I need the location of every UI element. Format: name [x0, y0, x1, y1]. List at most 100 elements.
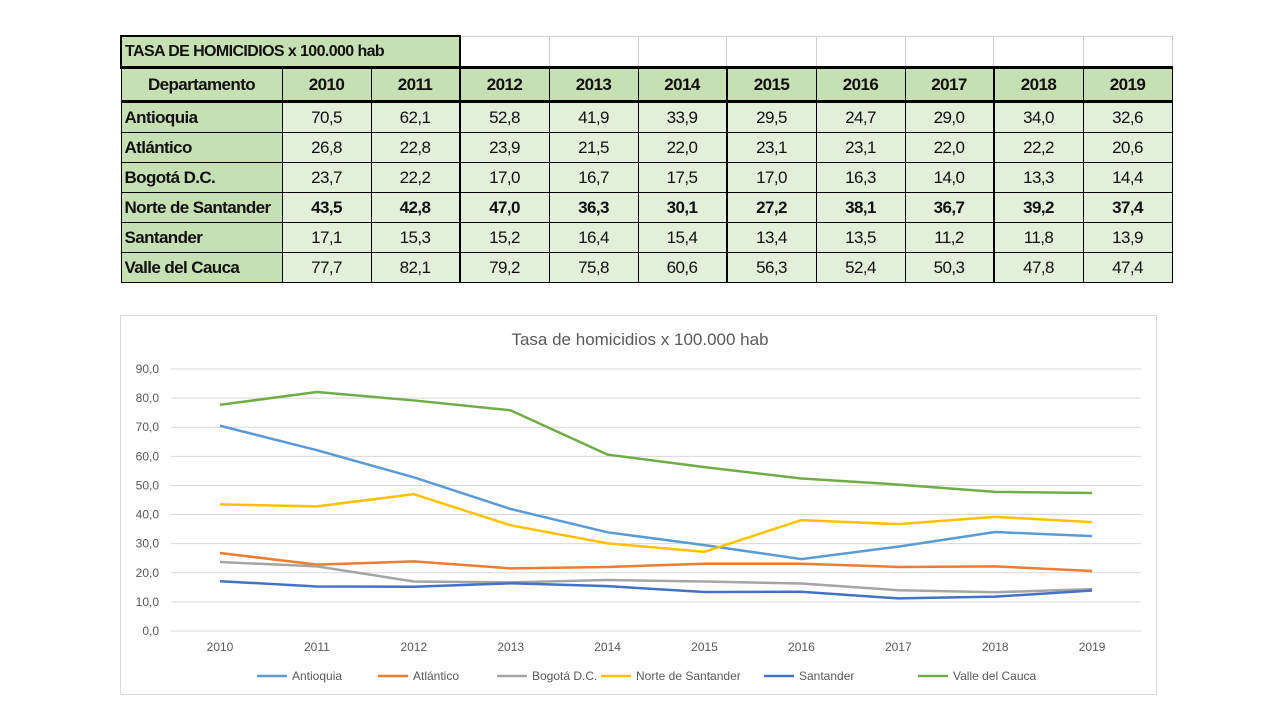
legend-item: Bogotá D.C. — [497, 669, 597, 683]
x-tick-label: 2013 — [497, 640, 524, 654]
rate-cell: 38,1 — [815, 192, 906, 223]
legend-label: Atlántico — [413, 669, 459, 683]
rate-cell: 16,4 — [548, 222, 639, 253]
rate-cell: 70,5 — [281, 101, 372, 133]
rate-cell: 14,4 — [1082, 162, 1173, 193]
legend-label: Valle del Cauca — [953, 669, 1036, 683]
rate-cell: 29,0 — [904, 101, 994, 133]
rate-cell: 24,7 — [815, 101, 906, 133]
rate-cell: 27,2 — [725, 192, 817, 223]
table-header-row: Departamento 2010 2011 2012 2013 2014 2015 2016… — [120, 66, 1173, 103]
rate-cell: 32,6 — [1082, 101, 1173, 133]
rate-cell: 17,0 — [458, 162, 550, 193]
rate-cell: 62,1 — [370, 101, 460, 133]
rate-cell: 13,9 — [1082, 222, 1173, 253]
rate-cell: 77,7 — [281, 252, 372, 283]
rate-cell: 22,0 — [637, 132, 727, 163]
x-tick-label: 2014 — [594, 640, 621, 654]
rate-cell: 15,4 — [637, 222, 727, 253]
y-tick-label: 60,0 — [136, 449, 160, 463]
table-row: Norte de Santander 43,5 42,8 47,0 36,3 30,1 27… — [120, 192, 1173, 223]
table-row: Antioquia 70,5 62,1 52,8 41,9 33,9 29,5 24,7 29,… — [120, 101, 1173, 133]
header-year: 2017 — [904, 66, 994, 103]
rate-cell: 56,3 — [725, 252, 817, 283]
y-tick-label: 50,0 — [136, 478, 160, 492]
dept-name: Santander — [120, 222, 283, 253]
rate-cell: 23,9 — [458, 132, 550, 163]
series-line-santander — [219, 579, 1093, 600]
series-line-atl-ntico — [219, 551, 1093, 573]
rate-cell: 41,9 — [548, 101, 639, 133]
header-year: 2010 — [281, 66, 372, 103]
line-chart: Tasa de homicidios x 100.000 hab 0,0 10,0… — [120, 315, 1157, 695]
rate-cell: 15,2 — [458, 222, 550, 253]
rate-cell: 47,4 — [1082, 252, 1173, 283]
x-tick-label: 2010 — [207, 640, 234, 654]
y-tick-label: 90,0 — [136, 362, 160, 376]
rate-cell: 30,1 — [637, 192, 727, 223]
y-tick-label: 70,0 — [136, 420, 160, 434]
dept-name: Valle del Cauca — [120, 252, 283, 283]
table-row: Valle del Cauca 77,7 82,1 79,2 75,8 60,6 56,3 5… — [120, 252, 1173, 283]
homicide-rate-table: TASA DE HOMICIDIOS x 100.000 hab Departa… — [120, 35, 1173, 283]
legend-item: Valle del Cauca — [918, 669, 1036, 683]
rate-cell: 42,8 — [370, 192, 460, 223]
rate-cell: 23,1 — [815, 132, 906, 163]
x-tick-label: 2015 — [691, 640, 718, 654]
series-line-norte-de-santander — [219, 492, 1093, 554]
rate-cell: 82,1 — [370, 252, 460, 283]
rate-cell: 23,1 — [725, 132, 817, 163]
dept-name: Bogotá D.C. — [120, 162, 283, 193]
table-title: TASA DE HOMICIDIOS x 100.000 hab — [120, 35, 461, 69]
x-tick-label: 2011 — [304, 640, 330, 654]
y-tick-label: 0,0 — [142, 624, 159, 638]
rate-cell: 23,7 — [281, 162, 372, 193]
rate-cell: 17,5 — [637, 162, 727, 193]
legend-item: Santander — [764, 669, 854, 683]
table-row: Santander 17,1 15,3 15,2 16,4 15,4 13,4 13,5 11,… — [120, 222, 1173, 253]
rate-cell: 79,2 — [458, 252, 550, 283]
rate-cell: 47,8 — [992, 252, 1084, 283]
x-tick-label: 2017 — [885, 640, 912, 654]
rate-cell: 13,5 — [815, 222, 906, 253]
rate-cell: 17,1 — [281, 222, 372, 253]
y-tick-label: 80,0 — [136, 391, 160, 405]
legend-label: Norte de Santander — [636, 669, 741, 683]
rate-cell: 75,8 — [548, 252, 639, 283]
rate-cell: 22,0 — [904, 132, 994, 163]
series-line-bogot-d-c- — [219, 560, 1093, 594]
x-tick-label: 2018 — [982, 640, 1009, 654]
rate-cell: 52,4 — [815, 252, 906, 283]
rate-cell: 43,5 — [281, 192, 372, 223]
legend-item: Norte de Santander — [601, 669, 741, 683]
header-year: 2016 — [815, 66, 906, 103]
rate-cell: 16,7 — [548, 162, 639, 193]
rate-cell: 17,0 — [725, 162, 817, 193]
rate-cell: 22,2 — [370, 162, 460, 193]
x-tick-label: 2012 — [400, 640, 427, 654]
x-tick-label: 2019 — [1079, 640, 1106, 654]
rate-cell: 13,4 — [725, 222, 817, 253]
rate-cell: 34,0 — [992, 101, 1084, 133]
legend-label: Santander — [799, 669, 854, 683]
x-tick-label: 2016 — [788, 640, 815, 654]
dept-name: Norte de Santander — [120, 192, 283, 223]
rate-cell: 13,3 — [992, 162, 1084, 193]
header-year: 2014 — [637, 66, 727, 103]
rate-cell: 50,3 — [904, 252, 994, 283]
legend-label: Antioquia — [292, 669, 342, 683]
rate-cell: 16,3 — [815, 162, 906, 193]
header-year: 2011 — [370, 66, 460, 103]
chart-svg: Tasa de homicidios x 100.000 hab 0,0 10,0… — [136, 330, 1141, 683]
table-title-row: TASA DE HOMICIDIOS x 100.000 hab — [120, 35, 1173, 69]
rate-cell: 21,5 — [548, 132, 639, 163]
y-tick-label: 20,0 — [136, 566, 160, 580]
rate-cell: 37,4 — [1082, 192, 1173, 223]
legend-item: Antioquia — [257, 669, 342, 683]
dept-name: Atlántico — [120, 132, 283, 163]
y-tick-label: 40,0 — [136, 508, 160, 522]
y-tick-label: 30,0 — [136, 537, 160, 551]
chart-title: Tasa de homicidios x 100.000 hab — [511, 330, 768, 349]
header-departamento: Departamento — [120, 66, 283, 103]
header-year: 2013 — [548, 66, 639, 103]
